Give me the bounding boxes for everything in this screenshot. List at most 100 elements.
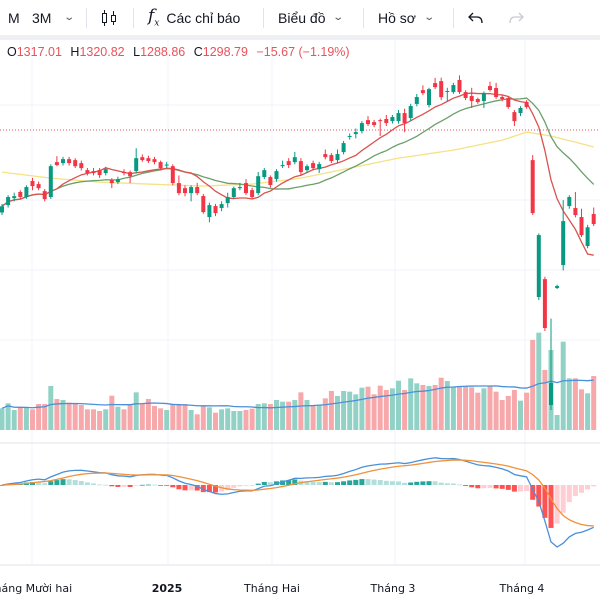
macd-histogram-bar: [182, 485, 188, 491]
macd-histogram-bar: [237, 485, 243, 487]
macd-histogram-bar: [438, 482, 444, 485]
candle-down: [67, 159, 72, 164]
indicators-button[interactable]: fx Các chỉ báo: [148, 0, 240, 35]
macd-histogram-bar: [158, 485, 164, 486]
price-chart[interactable]: [0, 40, 600, 600]
macd-histogram-bar: [145, 484, 151, 486]
macd-histogram-bar: [274, 481, 279, 485]
macd-histogram-bar: [261, 481, 267, 485]
candle-up: [237, 187, 242, 189]
macd-histogram-bar: [127, 485, 133, 487]
macd-histogram-bar: [335, 482, 340, 485]
undo-button[interactable]: [467, 0, 485, 35]
volume-bar: [560, 341, 566, 430]
volume-bar: [145, 399, 151, 430]
time-label-year: 2025: [151, 582, 183, 595]
macd-histogram-bar: [518, 485, 523, 492]
volume-bar: [182, 404, 188, 430]
macd-histogram-bar: [109, 485, 115, 487]
macd-histogram-bar: [499, 485, 505, 489]
candle-up: [396, 113, 401, 122]
volume-bar: [554, 415, 560, 430]
macd-histogram-bar: [548, 485, 554, 528]
candle-down: [402, 113, 407, 124]
macd-histogram-bar: [572, 485, 578, 496]
macd-histogram-bar: [524, 485, 530, 491]
ohlc-legend: O1317.01 H1320.82 L1288.86 C1298.79 −15.…: [7, 45, 355, 59]
ma-fast-line: [1, 92, 594, 256]
macd-histogram-bar: [30, 482, 35, 485]
macd-histogram-bar: [292, 479, 298, 485]
candle-down: [420, 90, 425, 94]
macd-histogram-bar: [389, 481, 395, 485]
volume-bar: [200, 406, 206, 430]
macd-histogram-bar: [444, 483, 450, 485]
candle-up: [427, 89, 431, 106]
macd-histogram-bar: [103, 484, 109, 486]
macd-histogram-bar: [426, 481, 432, 485]
redo-button[interactable]: [507, 0, 525, 35]
macd-histogram-bar: [505, 485, 511, 490]
candle-down: [73, 160, 78, 167]
macd-histogram-bar: [475, 485, 481, 489]
volume-bar: [542, 370, 548, 430]
volume-bar: [420, 385, 426, 430]
divider: [363, 8, 364, 28]
volume-bar: [36, 404, 42, 430]
candle-down: [36, 184, 41, 189]
candle-down: [457, 80, 462, 93]
candle-down: [372, 122, 377, 126]
macd-histogram-bar: [225, 485, 231, 490]
macd-histogram-bar: [377, 480, 383, 485]
candle-down: [183, 188, 187, 194]
macd-histogram-bar: [432, 481, 438, 485]
candle-up: [561, 221, 566, 266]
candle-down: [500, 97, 505, 100]
candle-up: [549, 382, 553, 406]
macd-histogram-bar: [54, 480, 60, 485]
macd-histogram-bar: [585, 485, 591, 490]
chart-menu-button[interactable]: Biểu đồ ⌄: [278, 0, 345, 35]
divider: [133, 8, 134, 28]
macd-histogram-bar: [457, 484, 462, 486]
volume-bar: [17, 407, 23, 430]
macd-histogram-bar: [164, 485, 170, 486]
ma-slow-line: [1, 131, 594, 187]
macd-histogram-bar: [560, 485, 566, 513]
volume-bar: [530, 340, 536, 430]
candle-down: [42, 191, 47, 200]
volume-bar: [426, 386, 432, 430]
volume-bar: [121, 409, 127, 430]
interval-dropdown[interactable]: 3M ⌄: [32, 0, 76, 35]
volume-bar: [176, 404, 182, 430]
interval-m-button[interactable]: M: [8, 0, 20, 35]
macd-histogram-bar: [36, 482, 42, 485]
candle-down: [579, 217, 584, 236]
candle-down: [506, 98, 511, 108]
macd-histogram-bar: [280, 480, 286, 485]
macd-histogram-bar: [328, 482, 334, 485]
candle-up: [341, 143, 346, 153]
candle-up: [189, 187, 194, 194]
candle-up: [555, 286, 560, 289]
volume-bar: [60, 400, 66, 430]
macd-histogram-bar: [84, 482, 90, 485]
volume-bar: [274, 400, 279, 430]
profile-menu-button[interactable]: Hồ sơ ⌄: [378, 0, 436, 35]
volume-bar: [72, 404, 78, 430]
candle-up: [451, 85, 456, 93]
volume-bar: [444, 381, 450, 430]
volume-bar: [585, 393, 591, 430]
chevron-down-icon: ⌄: [423, 12, 436, 23]
volume-bar: [243, 410, 249, 430]
low-value: 1288.86: [140, 45, 186, 59]
volume-bar: [518, 400, 523, 430]
macd-histogram-bar: [414, 481, 420, 485]
volume-bar: [231, 411, 237, 430]
candle-up: [445, 90, 450, 92]
chart-type-button[interactable]: [100, 0, 118, 35]
candle-down: [54, 162, 59, 166]
candle-up: [219, 204, 224, 209]
indicators-label: Các chỉ báo: [166, 9, 241, 26]
macd-histogram-bar: [78, 481, 84, 485]
